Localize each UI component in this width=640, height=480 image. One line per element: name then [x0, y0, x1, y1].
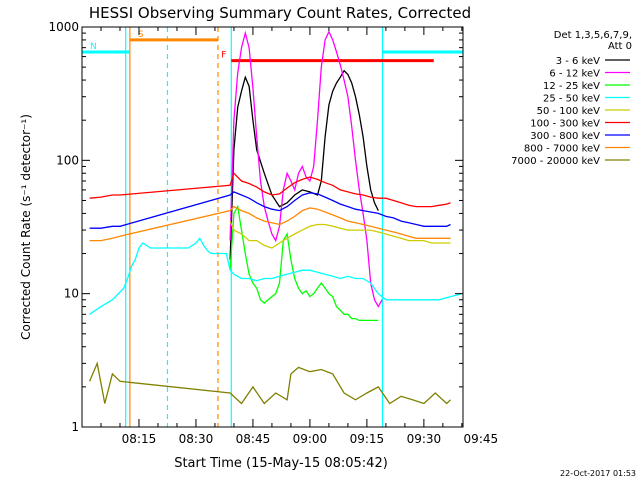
series-line-7 — [89, 205, 451, 242]
axes: 1 10 100 1000 08:15 08:30 08:45 09:00 09:15 09:30… — [48, 20, 498, 446]
series-line-6 — [89, 191, 451, 229]
legend-header: Det 1,3,5,6,7,9, — [554, 30, 632, 41]
x-tick-label: 09:15 — [350, 432, 385, 446]
series-line-8 — [89, 361, 451, 405]
legend-label: 12 - 25 keV — [543, 81, 600, 92]
y-axis-label: Corrected Count Rate (s⁻¹ detector⁻¹) — [19, 114, 33, 340]
legend-header: Att 0 — [608, 41, 632, 52]
plot-frame — [81, 26, 464, 428]
series-line-3 — [89, 237, 463, 315]
legend-label: 800 - 7000 keV — [524, 144, 600, 155]
series-line-2 — [229, 204, 379, 322]
overlay-bar-label-N: N — [90, 42, 97, 52]
chart-title: HESSI Observing Summary Count Rates, Cor… — [89, 4, 471, 22]
plot-content — [82, 27, 463, 427]
legend-label: 3 - 6 keV — [556, 56, 600, 67]
series-line-0 — [229, 69, 379, 260]
x-tick-label: 09:30 — [407, 432, 442, 446]
x-tick-label: 09:00 — [293, 432, 328, 446]
x-tick-label: 08:30 — [179, 432, 214, 446]
x-tick-label: 09:45 — [464, 432, 499, 446]
y-tick-label: 1000 — [48, 20, 79, 34]
x-tick-label: 08:45 — [236, 432, 271, 446]
footer-timestamp: 22-Oct-2017 01:53 — [560, 469, 636, 478]
overlay-bar-label-F: F — [221, 51, 226, 61]
legend-label: 6 - 12 keV — [549, 69, 600, 80]
legend-label: 100 - 300 keV — [530, 119, 600, 130]
y-tick-label: 1 — [71, 420, 79, 434]
legend-label: 7000 - 20000 keV — [511, 156, 600, 167]
plot-area: S N F — [82, 27, 463, 427]
y-tick-label: 100 — [56, 153, 79, 167]
legend-label: 50 - 100 keV — [537, 106, 601, 117]
legend: Det 1,3,5,6,7,9,Att 0 3 - 6 keV 6 - 12 keV… — [511, 30, 632, 167]
x-axis-label: Start Time (15-May-15 08:05:42) — [174, 456, 388, 471]
series-line-1 — [229, 30, 383, 308]
y-tick-label: 10 — [64, 287, 79, 301]
series-line-4 — [229, 220, 451, 249]
legend-label: 300 - 800 keV — [530, 131, 600, 142]
legend-label: 25 - 50 keV — [543, 94, 600, 105]
overlay-bar-label-S: S — [138, 30, 144, 40]
series-line-5 — [89, 172, 451, 208]
x-tick-label: 08:15 — [122, 432, 157, 446]
